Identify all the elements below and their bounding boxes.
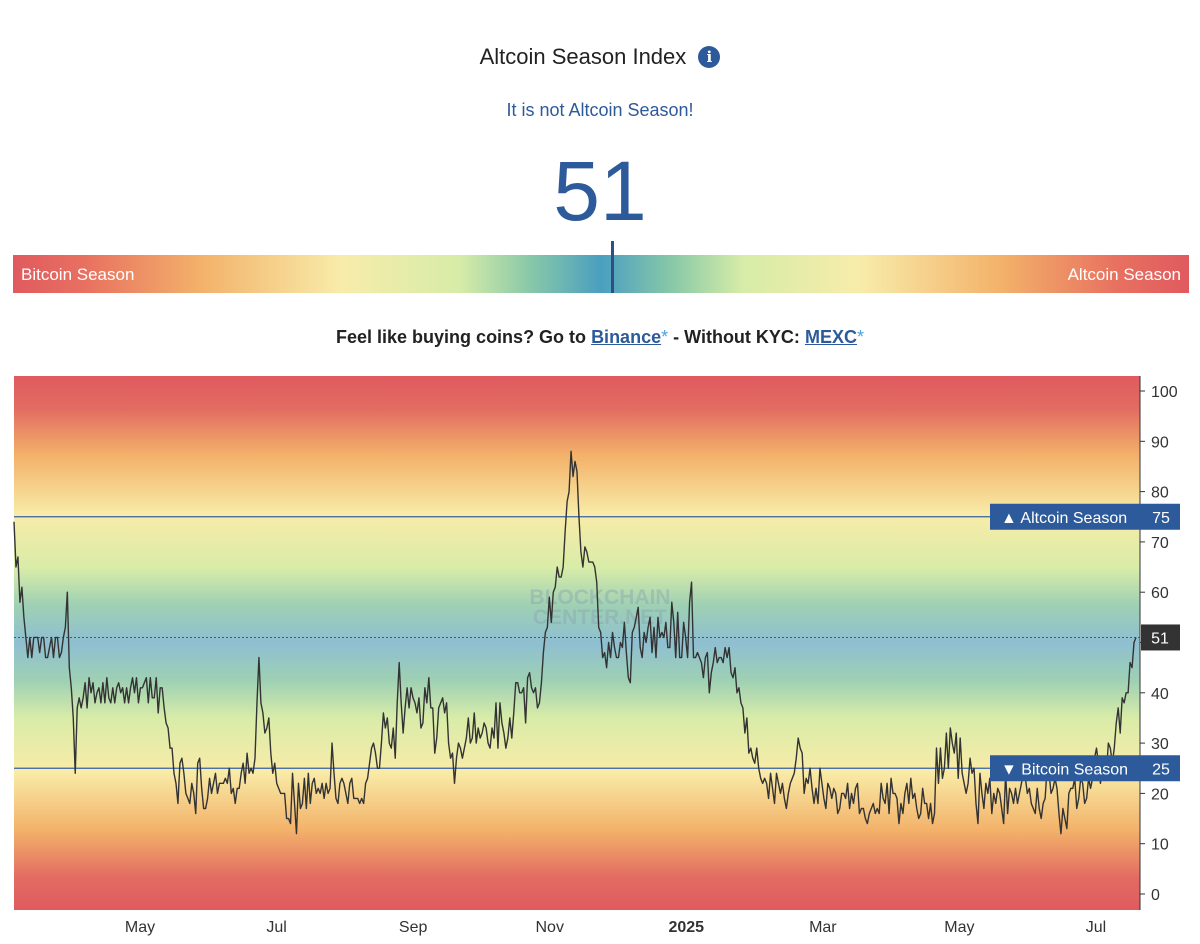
chart-background-band xyxy=(14,376,1140,910)
y-tick-label: 90 xyxy=(1151,434,1169,451)
y-tick-label: 70 xyxy=(1151,535,1169,552)
threshold-value: 25 xyxy=(1152,761,1170,778)
mexc-star: * xyxy=(856,327,864,347)
y-tick-label: 40 xyxy=(1151,686,1169,703)
page-title: Altcoin Season Index xyxy=(479,44,687,69)
x-tick-label: May xyxy=(944,919,974,936)
x-tick-label: Jul xyxy=(1086,919,1106,936)
gauge-label-bitcoin-season: Bitcoin Season xyxy=(21,265,135,284)
threshold-value-box xyxy=(1143,755,1180,782)
y-tick-label: 30 xyxy=(1151,736,1169,753)
y-tick-label: 60 xyxy=(1151,585,1169,602)
season-status-text: It is not Altcoin Season! xyxy=(506,100,694,120)
x-tick-label: Nov xyxy=(535,919,563,936)
threshold-label-box xyxy=(990,755,1143,782)
watermark-text: CENTER.NET xyxy=(533,606,667,629)
y-tick-label: 0 xyxy=(1151,887,1160,904)
index-series-line xyxy=(13,450,1137,835)
season-gauge: Bitcoin Season Altcoin Season xyxy=(13,241,1189,293)
y-tick-label: 80 xyxy=(1151,485,1169,502)
x-tick-label: Sep xyxy=(399,919,428,936)
promo-middle: - Without KYC: xyxy=(673,327,800,347)
gauge-needle xyxy=(611,241,615,293)
current-value-label: 51 xyxy=(1151,630,1169,647)
threshold-label: ▲ Altcoin Season xyxy=(1001,510,1127,527)
threshold-label-box xyxy=(990,503,1143,530)
binance-link[interactable]: Binance xyxy=(591,327,662,347)
watermark-text: BLOCKCHAIN xyxy=(529,586,670,609)
x-tick-label: May xyxy=(125,919,155,936)
x-tick-label: Mar xyxy=(809,919,837,936)
threshold-label: ▼ Bitcoin Season xyxy=(1001,761,1128,778)
current-value-box xyxy=(1141,624,1180,651)
y-tick-label: 20 xyxy=(1151,786,1169,803)
binance-star: * xyxy=(661,327,669,347)
threshold-value-box xyxy=(1143,503,1180,530)
x-tick-label: 2025 xyxy=(668,919,704,936)
index-title-row: Altcoin Season Index i xyxy=(0,44,1200,70)
x-tick-label: Jul xyxy=(266,919,286,936)
info-icon[interactable]: i xyxy=(698,46,721,68)
index-value: 51 xyxy=(553,144,647,238)
promo-line: Feel like buying coins? Go to Binance* -… xyxy=(0,327,1200,348)
gauge-label-altcoin-season: Altcoin Season xyxy=(1067,265,1181,284)
y-tick-label: 10 xyxy=(1151,837,1169,854)
promo-prefix: Feel like buying coins? Go to xyxy=(336,327,587,347)
threshold-value: 75 xyxy=(1152,510,1170,527)
mexc-link[interactable]: MEXC xyxy=(804,327,857,347)
y-tick-label: 100 xyxy=(1151,384,1178,401)
